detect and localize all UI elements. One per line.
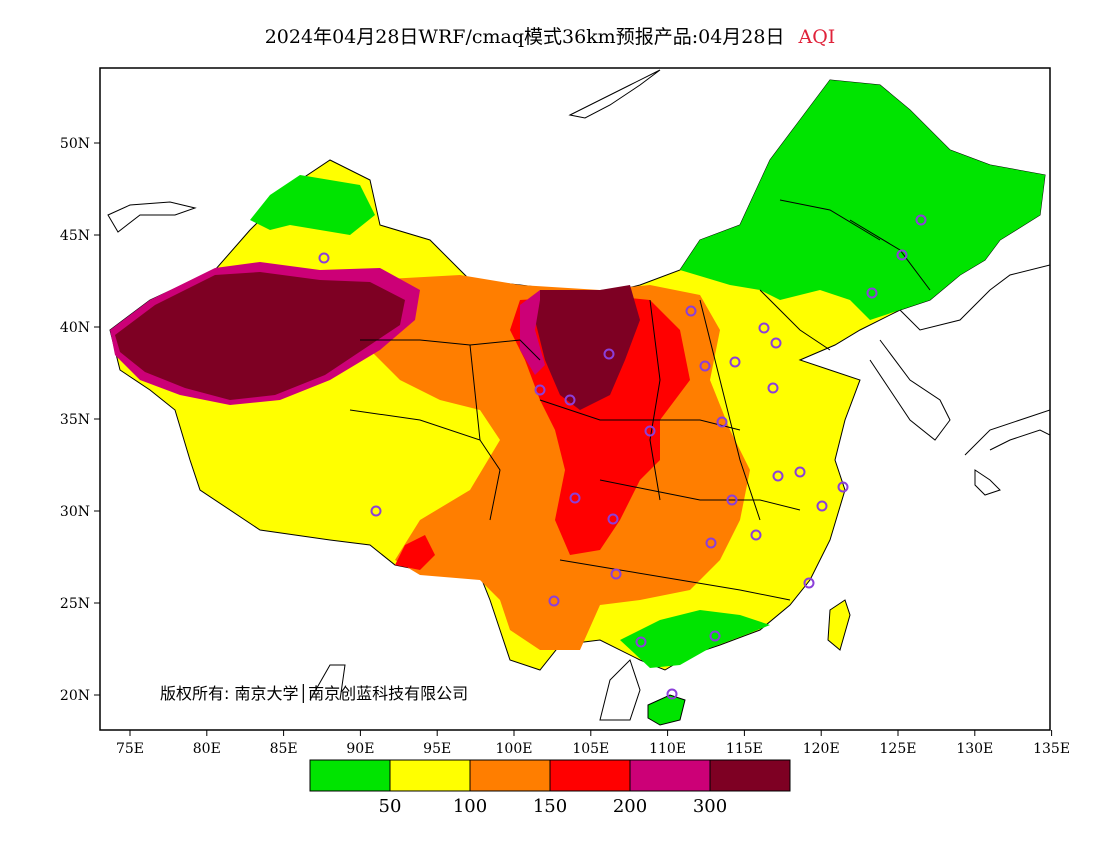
circle-marker xyxy=(750,529,762,541)
circle-marker xyxy=(610,568,622,580)
circle-marker xyxy=(729,356,741,368)
colorbar-swatch xyxy=(309,759,391,792)
lon-tick-label: 135E xyxy=(1033,741,1070,757)
aqi-good-xinjiang xyxy=(250,175,375,235)
colorbar-label: 300 xyxy=(693,796,727,817)
circle-marker xyxy=(866,287,878,299)
taiwan-island xyxy=(827,599,851,651)
circle-marker xyxy=(534,384,546,396)
lat-tick-label: 20N xyxy=(60,688,90,704)
title-main: 2024年04月28日WRF/cmaq模式36km预报产品:04月28日 xyxy=(264,26,785,48)
circle-marker xyxy=(635,636,647,648)
circle-marker xyxy=(767,382,779,394)
map-title: 2024年04月28日WRF/cmaq模式36km预报产品:04月28日 AQI xyxy=(0,22,1100,49)
colorbar-swatch xyxy=(709,759,791,792)
circle-marker xyxy=(837,481,849,493)
aqi-colorbar: 50 100 150 200 300 xyxy=(309,759,791,817)
colorbar-swatch xyxy=(389,759,471,792)
circle-marker xyxy=(644,425,656,437)
lat-tick-label: 35N xyxy=(60,412,90,428)
aqi-hazardous-ordos xyxy=(535,285,640,410)
lat-tick-label: 40N xyxy=(60,320,90,336)
lon-tick-label: 105E xyxy=(572,741,609,757)
circle-marker xyxy=(803,577,815,589)
aqi-unhealthy-tibet-spot xyxy=(395,535,435,570)
lat-tick-label: 50N xyxy=(60,136,90,152)
lat-tick-label: 30N xyxy=(60,504,90,520)
aqi-very-unhealthy-ordos-edge xyxy=(520,290,545,375)
circle-marker xyxy=(726,494,738,506)
circle-marker xyxy=(548,595,560,607)
neighbouring-coastlines xyxy=(107,69,1050,721)
circle-marker xyxy=(716,416,728,428)
circle-marker xyxy=(758,322,770,334)
circle-marker xyxy=(318,252,330,264)
lon-tick-label: 125E xyxy=(880,741,917,757)
circle-marker xyxy=(607,513,619,525)
colorbar-label: 200 xyxy=(613,796,647,817)
map-frame xyxy=(99,67,1051,731)
circle-marker xyxy=(816,500,828,512)
title-variable: AQI xyxy=(798,26,836,48)
lon-tick-label: 95E xyxy=(423,741,451,757)
lat-tick-label: 45N xyxy=(60,228,90,244)
lon-tick-label: 110E xyxy=(649,741,686,757)
station-markers xyxy=(318,214,927,700)
lon-tick-label: 115E xyxy=(726,741,763,757)
map-area xyxy=(107,69,1050,726)
lon-tick-label: 90E xyxy=(346,741,374,757)
circle-marker xyxy=(772,470,784,482)
circle-marker xyxy=(370,505,382,517)
aqi-good-northeast xyxy=(680,80,1045,320)
aqi-hazardous-xinjiang xyxy=(115,272,405,400)
lat-tick-label: 25N xyxy=(60,596,90,612)
lon-tick-label: 75E xyxy=(116,741,144,757)
circle-marker xyxy=(564,394,576,406)
circle-marker xyxy=(603,348,615,360)
colorbar-label: 100 xyxy=(453,796,487,817)
circle-marker xyxy=(666,688,678,700)
circle-marker xyxy=(699,360,711,372)
circle-marker xyxy=(685,305,697,317)
lon-tick-label: 80E xyxy=(193,741,221,757)
colorbar-label: 50 xyxy=(379,796,402,817)
colorbar-label: 150 xyxy=(533,796,567,817)
lon-tick-label: 120E xyxy=(803,741,840,757)
circle-marker xyxy=(794,466,806,478)
circle-marker xyxy=(915,214,927,226)
lon-tick-label: 85E xyxy=(270,741,298,757)
circle-marker xyxy=(709,630,721,642)
lat-axis: 50N 45N 40N 35N 30N 25N 20N xyxy=(60,136,100,704)
circle-marker xyxy=(896,249,908,261)
lon-tick-label: 100E xyxy=(496,741,533,757)
colorbar-swatch xyxy=(469,759,551,792)
colorbar-swatch xyxy=(629,759,711,792)
colorbar-swatch xyxy=(549,759,631,792)
copyright-text: 版权所有: 南京大学│南京创蓝科技有限公司 xyxy=(160,684,469,703)
aqi-good-south xyxy=(620,610,770,668)
circle-marker xyxy=(569,492,581,504)
circle-marker xyxy=(705,537,717,549)
lon-tick-label: 130E xyxy=(956,741,993,757)
circle-marker xyxy=(770,337,782,349)
hainan-island xyxy=(647,694,686,726)
lon-axis: 75E 80E 85E 90E 95E 100E 105E 110E 115E 120E 125E 1… xyxy=(116,730,1070,757)
